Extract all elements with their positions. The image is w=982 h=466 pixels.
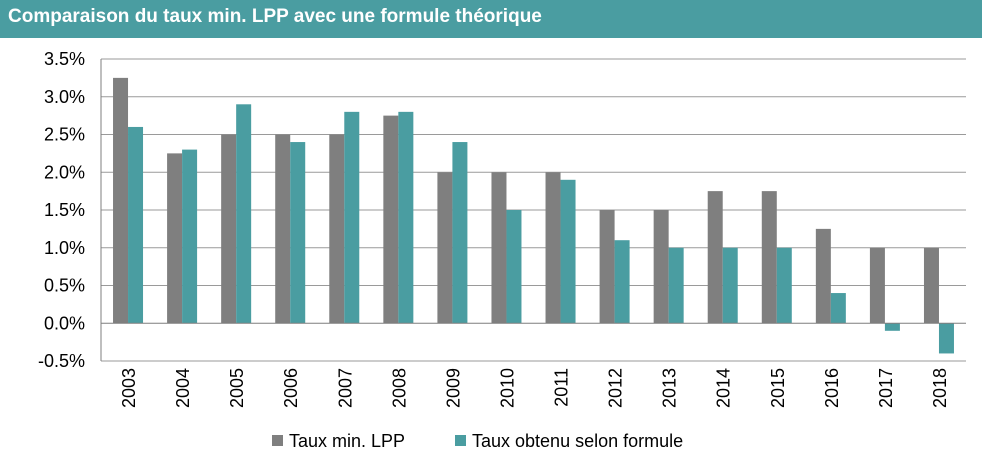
bar-taux-min-lpp-2011	[545, 172, 561, 324]
bar-taux-formule-2004	[182, 149, 198, 324]
bar-taux-min-lpp-2006	[275, 134, 291, 324]
legend-label: Taux min. LPP	[289, 431, 405, 451]
x-tick-label: 2004	[173, 368, 193, 408]
bar-taux-min-lpp-2008	[383, 115, 399, 324]
bars	[113, 77, 954, 354]
x-tick-label: 2017	[876, 368, 896, 408]
bar-taux-min-lpp-2014	[707, 191, 723, 324]
bar-taux-formule-2008	[398, 111, 414, 324]
bar-taux-min-lpp-2013	[653, 210, 669, 324]
bar-taux-formule-2015	[776, 247, 792, 324]
x-tick-label: 2015	[768, 368, 788, 408]
bar-taux-formule-2007	[344, 111, 360, 324]
bar-taux-min-lpp-2009	[437, 172, 453, 324]
x-tick-label: 2014	[714, 368, 734, 408]
x-tick-label: 2005	[227, 368, 247, 408]
bar-taux-formule-2003	[128, 126, 144, 324]
y-tick-label: 0.0%	[44, 313, 85, 333]
bar-taux-min-lpp-2015	[761, 191, 777, 324]
bar-taux-formule-2010	[506, 210, 522, 324]
x-tick-label: 2003	[119, 368, 139, 408]
x-tick-label: 2008	[389, 368, 409, 408]
y-tick-label: -0.5%	[38, 351, 85, 371]
bar-taux-formule-2014	[722, 247, 738, 324]
bar-taux-min-lpp-2012	[599, 210, 615, 324]
y-tick-label: 3.5%	[44, 49, 85, 69]
y-axis-labels: -0.5% 0.0% 0.5% 1.0% 1.5% 2.0% 2.5% 3.0% 3.5%	[38, 49, 85, 371]
x-axis-labels: 2003 2004 2005 2006 2007 2008 2009 2010 2011 2012…	[119, 368, 950, 408]
x-tick-label: 2010	[497, 368, 517, 408]
x-tick-label: 2013	[660, 368, 680, 408]
bar-taux-min-lpp-2016	[815, 228, 831, 324]
bar-taux-formule-2005	[236, 104, 252, 324]
bar-taux-min-lpp-2017	[869, 247, 885, 324]
bar-taux-formule-2013	[668, 247, 684, 324]
x-tick-label: 2007	[335, 368, 355, 408]
y-tick-label: 0.5%	[44, 276, 85, 296]
y-tick-label: 2.5%	[44, 125, 85, 145]
bar-taux-min-lpp-2007	[329, 134, 345, 324]
y-tick-label: 3.0%	[44, 87, 85, 107]
bar-taux-min-lpp-2005	[221, 134, 237, 324]
bar-taux-formule-2006	[290, 142, 306, 324]
bar-taux-formule-2012	[614, 240, 630, 324]
y-tick-label: 1.5%	[44, 200, 85, 220]
legend-swatch	[272, 435, 283, 446]
legend: Taux min. LPP Taux obtenu selon formule	[272, 431, 683, 451]
chart-title: Comparaison du taux min. LPP avec une fo…	[8, 6, 542, 27]
bar-taux-formule-2016	[830, 293, 846, 324]
legend-swatch	[455, 435, 466, 446]
x-tick-label: 2016	[822, 368, 842, 408]
bar-taux-min-lpp-2003	[113, 77, 129, 324]
axes	[100, 59, 966, 361]
bar-taux-formule-2009	[452, 142, 468, 324]
bar-taux-min-lpp-2004	[167, 153, 183, 324]
x-tick-label: 2006	[281, 368, 301, 408]
x-tick-label: 2009	[443, 368, 463, 408]
bar-taux-formule-2018	[938, 323, 954, 354]
legend-label: Taux obtenu selon formule	[472, 431, 683, 451]
bar-taux-min-lpp-2010	[491, 172, 507, 324]
bar-taux-formule-2017	[884, 323, 900, 331]
x-tick-label: 2018	[930, 368, 950, 408]
y-tick-label: 2.0%	[44, 162, 85, 182]
y-tick-label: 1.0%	[44, 238, 85, 258]
bar-taux-formule-2011	[560, 179, 576, 324]
title-bar: Comparaison du taux min. LPP avec une fo…	[0, 0, 982, 38]
x-tick-label: 2012	[606, 368, 626, 408]
bar-taux-min-lpp-2018	[923, 247, 939, 324]
x-tick-label: 2011	[552, 368, 572, 407]
